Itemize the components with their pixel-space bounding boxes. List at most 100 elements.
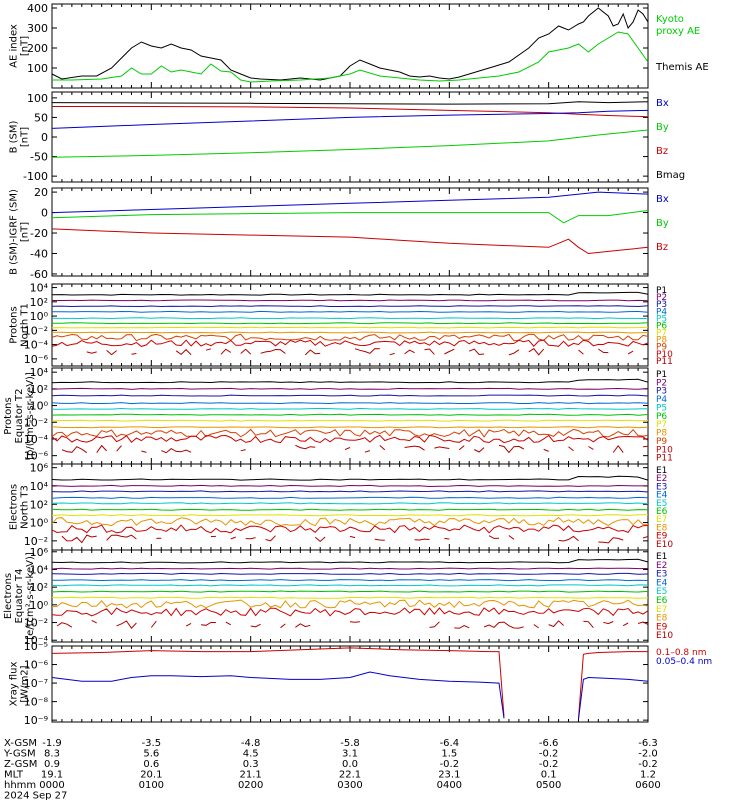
- series-line-p4: [51, 402, 649, 405]
- footer-value: -6.3: [638, 738, 658, 749]
- series-line-e6: [51, 590, 649, 593]
- y-tick-label: 10⁶: [30, 546, 49, 559]
- legend-label: E4: [656, 578, 668, 588]
- series-line-p3: [51, 305, 649, 308]
- y-tick-label: -50: [30, 151, 48, 164]
- series-line-p5: [51, 317, 649, 320]
- y-tick-label: -100: [23, 170, 48, 183]
- footer-value: 23.1: [438, 770, 460, 781]
- footer-value: 0500: [536, 780, 561, 791]
- y-tick-label: 10⁴: [30, 563, 49, 576]
- y-tick-label: 10⁻⁶: [24, 353, 49, 366]
- legend-label: P8: [656, 336, 667, 346]
- y-tick-label: 10²: [30, 581, 48, 594]
- legend-label: Kyoto: [656, 14, 684, 25]
- panel-frame: [51, 91, 649, 183]
- series-line-e10: [56, 619, 649, 629]
- legend-label: Bz: [656, 146, 668, 157]
- footer-value: 19.1: [41, 770, 63, 781]
- legend-label: P4: [656, 395, 667, 405]
- series-line-e9: [51, 607, 649, 617]
- y-axis-label: [W/m2]: [20, 665, 31, 702]
- y-tick-label: 100: [27, 62, 48, 75]
- y-tick-label: 10⁻⁴: [24, 433, 49, 446]
- series-line-e1: [51, 475, 649, 481]
- series-line-e7: [51, 514, 648, 517]
- legend-label: Bmag: [656, 170, 685, 181]
- footer-value: 22.1: [339, 770, 361, 781]
- footer-value: 0600: [635, 780, 660, 791]
- series-line-e3: [51, 572, 649, 575]
- legend-label: P2: [656, 293, 667, 303]
- footer-value: 0.1: [541, 770, 557, 781]
- footer-value: -4.8: [241, 738, 261, 749]
- series-line-e1: [51, 558, 649, 564]
- series-line-p3: [51, 394, 649, 397]
- legend-label: P7: [656, 420, 667, 430]
- legend-label: E10: [656, 631, 673, 641]
- legend-label: E10: [656, 540, 673, 550]
- legend-label: E2: [656, 474, 667, 484]
- series-line-p8: [51, 426, 649, 429]
- y-tick-label: 10⁴: [30, 366, 49, 379]
- series-line-bx: [51, 191, 649, 214]
- series-line-e6: [51, 508, 649, 511]
- footer-row-label: Y-GSM: [3, 749, 36, 760]
- series-line-e5: [51, 502, 649, 505]
- panel-frame: [51, 187, 649, 277]
- y-tick-label: 10²: [30, 498, 48, 511]
- footer-value: 8.3: [44, 749, 60, 760]
- panel-frame: [51, 549, 649, 643]
- series-line-p7: [51, 419, 649, 422]
- series-line-bx: [51, 109, 649, 129]
- panel-frame: [51, 463, 649, 551]
- legend-label: P1: [656, 370, 667, 380]
- y-axis-label: North T1: [20, 303, 31, 347]
- series-line-e2: [51, 484, 649, 488]
- series-line-p2: [52, 299, 649, 302]
- y-tick-label: 0: [41, 131, 48, 144]
- y-tick-label: 100: [27, 92, 48, 105]
- legend-label: Bz: [656, 242, 668, 253]
- legend-label: E7: [656, 515, 667, 525]
- y-axis-label: Electrons: [9, 484, 20, 530]
- series-line-p5: [52, 407, 649, 410]
- series-line-p6: [52, 322, 649, 325]
- y-axis-label: North T3: [20, 485, 31, 529]
- legend-label: proxy AE: [656, 26, 700, 37]
- series-line-themisae: [51, 7, 649, 81]
- footer-value: 0.9: [44, 759, 60, 770]
- y-tick-label: 20: [34, 186, 48, 199]
- legend-label: P7: [656, 329, 667, 339]
- y-tick-label: 10²: [30, 296, 48, 309]
- footer-value: 0.3: [243, 759, 259, 770]
- y-tick-label: 10⁻⁸: [24, 696, 49, 709]
- panel-8: 10⁻⁹ 10⁻⁸ 10⁻⁷ 10⁻⁶ 10⁻⁵ Xray flux [W/m2] 0.1–0…: [9, 640, 713, 727]
- y-tick-label: 10⁰: [30, 599, 49, 612]
- y-tick-label: 10⁴: [30, 282, 49, 295]
- legend-label: E3: [656, 570, 667, 580]
- legend-label: E5: [656, 587, 667, 597]
- y-axis-label: [nT]: [20, 127, 31, 147]
- legend-label: E3: [656, 482, 667, 492]
- legend-label: E1: [656, 552, 667, 562]
- y-tick-label: -40: [30, 247, 48, 260]
- legend-label: Bx: [656, 98, 669, 109]
- legend-label: E2: [656, 561, 667, 571]
- series-line-e4: [51, 579, 649, 582]
- legend-label: Themis AE: [655, 62, 709, 73]
- legend-label: E5: [656, 499, 667, 509]
- footer-value: 5.6: [143, 749, 159, 760]
- panel-5: 10⁻⁶ 10⁻⁴ 10⁻² 10⁰ 10² 10⁴ Protons Equator T2 [p…: [3, 366, 673, 465]
- series-line-p8: [51, 331, 649, 334]
- footer-value: 0.0: [342, 759, 358, 770]
- y-tick-label: 10⁻²: [24, 324, 48, 337]
- series-line-e3: [51, 490, 649, 493]
- footer-value: -5.8: [340, 738, 360, 749]
- legend-label: P6: [656, 412, 667, 422]
- series-line-e4: [51, 496, 649, 499]
- series-line-0108nm: [51, 647, 648, 719]
- footer-row-label: Z-GSM: [4, 759, 37, 770]
- y-tick-label: 10⁻²: [24, 416, 48, 429]
- y-tick-label: -20: [30, 227, 48, 240]
